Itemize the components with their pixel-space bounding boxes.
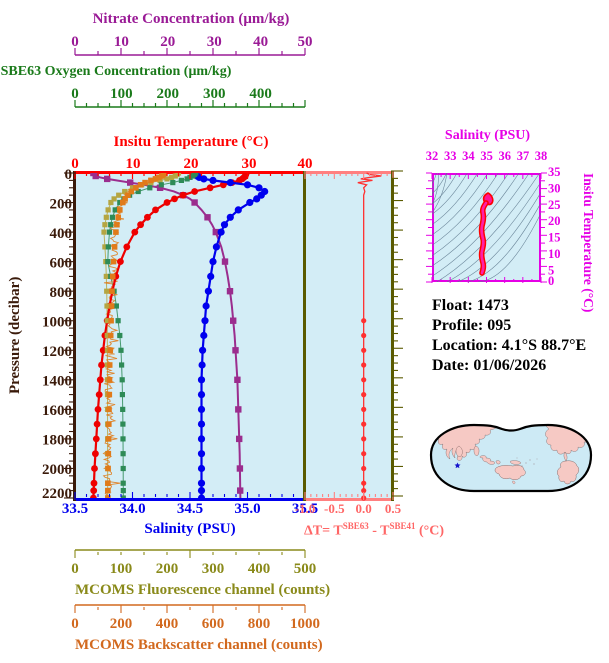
svg-text:36: 36 <box>499 149 512 163</box>
svg-text:25: 25 <box>548 198 561 212</box>
svg-text:200: 200 <box>110 616 133 632</box>
svg-text:1000: 1000 <box>290 616 320 632</box>
svg-text:10: 10 <box>548 247 561 261</box>
svg-text:15: 15 <box>548 231 561 245</box>
svg-text:300: 300 <box>203 86 226 102</box>
svg-text:300: 300 <box>202 561 225 577</box>
svg-text:30: 30 <box>242 156 257 172</box>
svg-text:200: 200 <box>156 561 179 577</box>
svg-text:0: 0 <box>71 34 79 50</box>
svg-text:38: 38 <box>535 149 548 163</box>
svg-text:10: 10 <box>126 156 141 172</box>
svg-text:37: 37 <box>517 149 530 163</box>
svg-text:33: 33 <box>444 149 457 163</box>
svg-text:0.5: 0.5 <box>385 501 402 516</box>
svg-text:20: 20 <box>184 156 199 172</box>
svg-text:30: 30 <box>207 34 222 50</box>
svg-text:0.0: 0.0 <box>356 501 372 516</box>
svg-text:34.0: 34.0 <box>119 501 145 517</box>
svg-text:33.5: 33.5 <box>62 501 88 517</box>
svg-text:20: 20 <box>160 34 175 50</box>
svg-text:400: 400 <box>156 616 179 632</box>
svg-text:50: 50 <box>298 34 313 50</box>
svg-text:0: 0 <box>71 561 79 577</box>
svg-text:35.0: 35.0 <box>234 501 260 517</box>
svg-text:-0.5: -0.5 <box>324 501 345 516</box>
svg-text:500: 500 <box>294 561 317 577</box>
svg-text:200: 200 <box>157 86 180 102</box>
svg-text:30: 30 <box>548 181 561 195</box>
svg-text:32: 32 <box>426 149 439 163</box>
svg-text:400: 400 <box>248 561 271 577</box>
svg-text:0: 0 <box>71 156 79 172</box>
svg-text:100: 100 <box>110 561 133 577</box>
svg-text:34.5: 34.5 <box>177 501 203 517</box>
svg-text:35: 35 <box>548 165 561 179</box>
svg-text:100: 100 <box>110 86 132 102</box>
svg-text:40: 40 <box>253 34 268 50</box>
svg-text:40: 40 <box>298 156 313 172</box>
svg-text:35: 35 <box>480 149 493 163</box>
svg-text:0: 0 <box>71 86 79 102</box>
svg-text:10: 10 <box>114 34 129 50</box>
svg-text:-1.0: -1.0 <box>295 501 316 516</box>
svg-text:34: 34 <box>462 149 475 163</box>
svg-text:0: 0 <box>71 616 79 632</box>
svg-text:0: 0 <box>548 274 554 288</box>
svg-text:20: 20 <box>548 214 561 228</box>
svg-text:600: 600 <box>202 616 225 632</box>
svg-text:800: 800 <box>248 616 271 632</box>
svg-text:400: 400 <box>249 86 272 102</box>
